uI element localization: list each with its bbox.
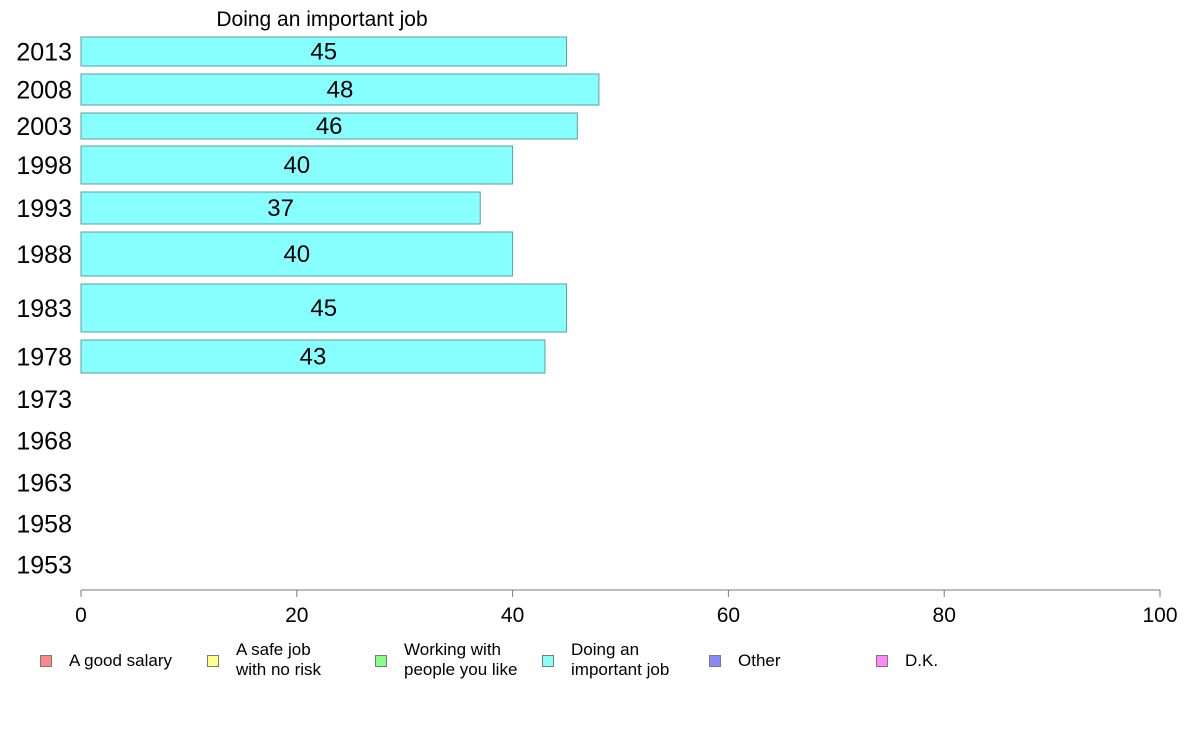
- y-tick-label: 1993: [16, 195, 72, 223]
- legend-swatch-safe-job: [207, 655, 219, 667]
- legend-label-important-job: Doing an important job: [571, 640, 670, 679]
- data-label-1998: 40: [283, 152, 310, 179]
- y-tick-label: 1963: [16, 470, 72, 498]
- legend-label-other: Other: [738, 651, 781, 670]
- year-labels-group: 2013 2008 2003 1998 1993 1988 1983 1978 1973 1968…: [16, 39, 72, 580]
- legend-swatch-dk: [876, 655, 888, 667]
- y-tick-label: 1953: [16, 552, 72, 580]
- legend-swatch-important-job: [542, 655, 554, 667]
- y-tick-label: 1978: [16, 344, 72, 372]
- y-tick-label: 1968: [16, 428, 72, 456]
- legend: A good salary A safe job with no risk Wo…: [0, 640, 1188, 690]
- x-tick-label: 60: [717, 604, 740, 627]
- y-tick-label: 1998: [16, 152, 72, 180]
- bar-2013: [80, 36, 568, 67]
- x-tick-label: 80: [933, 604, 956, 627]
- y-tick-label: 2013: [16, 39, 72, 67]
- y-tick-label: 1988: [16, 241, 72, 269]
- data-label-2003: 46: [316, 113, 343, 140]
- x-ticks-group: 0 20 40 60 80 100: [75, 590, 1178, 627]
- data-label-1988: 40: [283, 241, 310, 268]
- data-label-1983: 45: [310, 295, 337, 322]
- legend-swatch-working-with-people: [375, 655, 387, 667]
- data-label-1993: 37: [267, 195, 294, 222]
- legend-swatch-other: [709, 655, 721, 667]
- x-tick-label: 0: [75, 604, 87, 627]
- x-tick-label: 20: [285, 604, 308, 627]
- data-label-2008: 48: [327, 77, 354, 104]
- x-tick-label: 40: [501, 604, 524, 627]
- bar-1978: [80, 339, 546, 374]
- data-label-1978: 43: [300, 344, 327, 371]
- y-tick-label: 2008: [16, 77, 72, 105]
- bars-group: [80, 36, 600, 374]
- bar-1998: [80, 145, 514, 185]
- legend-swatch-good-salary: [40, 655, 52, 667]
- x-tick-label: 100: [1142, 604, 1177, 627]
- y-tick-label: 1973: [16, 386, 72, 414]
- legend-label-working-with-people: Working with people you like: [404, 640, 518, 679]
- chart-title: Doing an important job: [216, 8, 427, 31]
- legend-label-dk: D.K.: [905, 651, 939, 670]
- y-tick-label: 1983: [16, 295, 72, 323]
- bar-1988: [80, 231, 514, 277]
- bar-2003: [80, 112, 578, 140]
- legend-label-safe-job: A safe job with no risk: [236, 640, 322, 679]
- bar-1993: [80, 191, 481, 225]
- legend-label-good-salary: A good salary: [69, 651, 173, 670]
- y-tick-label: 2003: [16, 113, 72, 141]
- bar-1983: [80, 283, 568, 333]
- y-tick-label: 1958: [16, 511, 72, 539]
- bar-2008: [80, 73, 600, 106]
- data-label-2013: 45: [310, 39, 337, 66]
